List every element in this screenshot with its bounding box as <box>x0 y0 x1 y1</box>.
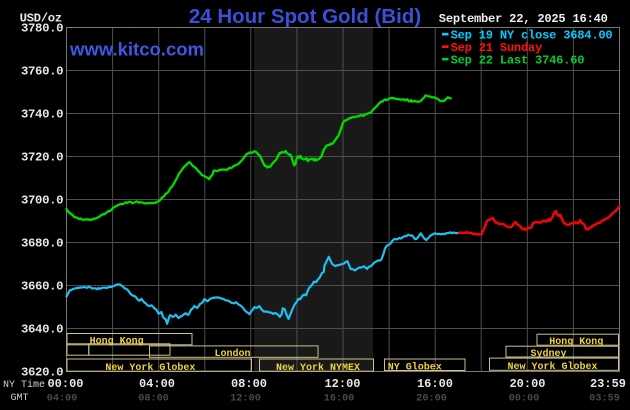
svg-text:3620.0: 3620.0 <box>21 366 63 380</box>
svg-text:08:00: 08:00 <box>231 377 267 391</box>
svg-text:New York Globex: New York Globex <box>507 361 597 373</box>
svg-text:Sep 22 Last 3746.60: Sep 22 Last 3746.60 <box>451 53 585 67</box>
svg-text:00:00: 00:00 <box>47 377 83 391</box>
svg-text:3780.0: 3780.0 <box>21 22 63 36</box>
svg-text:3640.0: 3640.0 <box>21 323 63 337</box>
svg-text:3760.0: 3760.0 <box>21 65 63 79</box>
svg-text:24 Hour Spot Gold (Bid): 24 Hour Spot Gold (Bid) <box>189 5 421 28</box>
svg-text:04:00: 04:00 <box>139 377 175 391</box>
svg-text:GMT: GMT <box>11 393 29 404</box>
svg-text:12:00: 12:00 <box>324 377 360 391</box>
svg-text:NY Globex: NY Globex <box>388 361 442 373</box>
svg-text:3740.0: 3740.0 <box>21 108 63 122</box>
svg-text:New York NYMEX: New York NYMEX <box>276 362 360 374</box>
svg-text:Hong Kong: Hong Kong <box>90 337 144 348</box>
svg-text:3680.0: 3680.0 <box>21 237 63 251</box>
svg-text:16:00: 16:00 <box>324 394 355 405</box>
svg-text:04:00: 04:00 <box>47 394 78 405</box>
svg-text:www.kitco.com: www.kitco.com <box>69 39 204 60</box>
svg-text:Hong Kong: Hong Kong <box>549 337 603 348</box>
svg-text:USD/oz: USD/oz <box>20 12 62 26</box>
svg-text:20:00: 20:00 <box>416 394 447 405</box>
svg-text:3700.0: 3700.0 <box>21 194 63 208</box>
svg-text:23:59: 23:59 <box>590 377 626 391</box>
svg-text:3720.0: 3720.0 <box>21 151 63 165</box>
svg-text:00:00: 00:00 <box>509 394 540 405</box>
svg-text:20:00: 20:00 <box>509 377 545 391</box>
svg-text:Sep 19 NY close 3684.00: Sep 19 NY close 3684.00 <box>451 28 613 42</box>
svg-text:Sydney: Sydney <box>530 348 566 360</box>
svg-text:Sep 21 Sunday: Sep 21 Sunday <box>451 41 543 55</box>
svg-text:New York Globex: New York Globex <box>105 362 195 374</box>
svg-text:September 22, 2025 16:40: September 22, 2025 16:40 <box>439 12 608 26</box>
svg-text:12:00: 12:00 <box>230 394 261 405</box>
svg-text:3660.0: 3660.0 <box>21 280 63 294</box>
svg-text:03:59: 03:59 <box>589 394 620 405</box>
svg-text:08:00: 08:00 <box>138 394 169 405</box>
svg-text:16:00: 16:00 <box>417 377 453 391</box>
svg-text:London: London <box>214 348 250 360</box>
svg-text:NY Time: NY Time <box>3 379 45 391</box>
